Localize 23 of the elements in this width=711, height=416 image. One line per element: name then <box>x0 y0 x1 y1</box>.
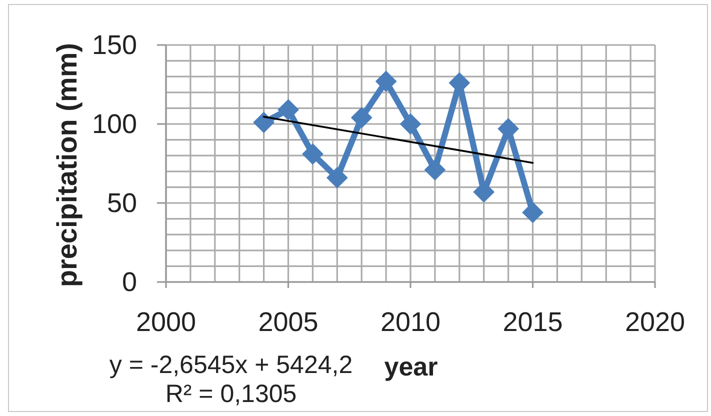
x-tick-label: 2000 <box>136 307 196 337</box>
y-axis-title: precipitation (mm) <box>52 42 84 288</box>
point <box>376 70 397 92</box>
x-tick-label: 2015 <box>502 307 563 337</box>
point <box>302 144 324 165</box>
x-tick-label: 2010 <box>380 307 441 337</box>
x-axis-title: year <box>384 352 438 382</box>
y-tick-label: 100 <box>92 109 137 139</box>
point <box>522 202 544 223</box>
point <box>253 112 274 133</box>
y-tick-label: 50 <box>106 188 137 218</box>
text: R² = 0,1305 <box>165 380 297 409</box>
x-tick-label: 2020 <box>624 307 686 337</box>
point <box>351 107 372 128</box>
x-tick-label: 2005 <box>258 307 318 337</box>
point <box>424 159 446 180</box>
y-tick-label: 0 <box>122 267 137 297</box>
y-tick-label: 150 <box>92 30 137 60</box>
point <box>400 114 421 134</box>
point <box>326 167 348 188</box>
text: y = -2,6545x + 5424,2 <box>109 351 353 380</box>
point <box>278 99 299 120</box>
point <box>498 118 519 140</box>
